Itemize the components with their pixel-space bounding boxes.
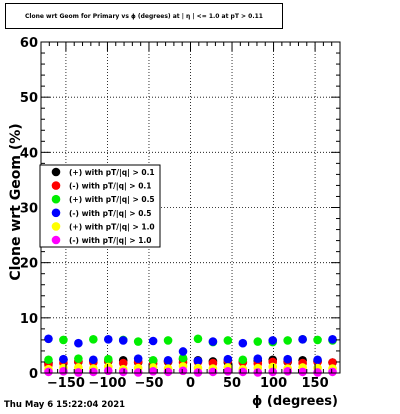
data-point	[223, 367, 233, 376]
axis-ticks	[40, 41, 341, 374]
legend-entry: (-) with pT/|q| > 0.1	[69, 182, 151, 192]
data-point	[328, 358, 337, 367]
legend-entry: (-) with pT/|q| > 0.5	[69, 209, 151, 219]
data-markers	[44, 334, 337, 377]
y-tick-label: 0	[29, 367, 38, 382]
data-point	[268, 367, 278, 377]
x-axis-label: ϕ (degrees)	[252, 394, 338, 409]
chart-title: Clone wrt Geom for Primary vs ϕ (degrees…	[25, 12, 263, 20]
data-point	[193, 356, 203, 366]
y-tick-label: 50	[20, 91, 38, 106]
data-point	[238, 338, 248, 348]
legend-entry: (+) with pT/|q| > 1.0	[69, 222, 155, 232]
data-point	[44, 367, 53, 377]
data-point	[89, 335, 98, 344]
data-point	[253, 354, 263, 363]
data-point	[103, 354, 113, 364]
data-point	[253, 337, 263, 346]
data-point	[74, 354, 83, 363]
data-point	[148, 336, 158, 346]
data-point	[178, 347, 188, 356]
data-point	[133, 354, 143, 363]
y-tick-label: 30	[20, 202, 38, 217]
tick-labels: −150 −100 −50 0 50 100 150 0 10 20 30 40 50 60	[20, 36, 329, 391]
data-point	[44, 355, 53, 365]
data-point	[178, 366, 188, 376]
data-point	[328, 367, 337, 377]
data-point	[74, 338, 83, 348]
data-point	[163, 356, 173, 365]
data-point	[89, 367, 98, 377]
data-point	[283, 336, 292, 345]
legend-marker	[51, 194, 61, 204]
x-tick-label: 100	[260, 376, 287, 391]
data-point	[208, 337, 218, 346]
legend-marker	[51, 181, 61, 190]
y-axis-label: Clone wrt Geom (%)	[8, 123, 24, 280]
timestamp-footer: Thu May 6 15:22:04 2021	[4, 400, 126, 410]
data-point	[118, 336, 128, 345]
x-tick-label: 0	[186, 376, 195, 391]
data-point	[148, 367, 158, 376]
legend-marker	[51, 208, 61, 218]
data-point	[193, 368, 203, 377]
data-point	[313, 355, 322, 365]
data-point	[223, 336, 233, 345]
data-point	[59, 367, 68, 376]
y-tick-label: 10	[20, 312, 38, 327]
data-point	[313, 335, 322, 345]
legend-entry: (-) with pT/|q| > 1.0	[69, 236, 151, 246]
title-box: Clone wrt Geom for Primary vs ϕ (degrees…	[5, 3, 283, 29]
data-point	[298, 367, 307, 377]
data-point	[118, 358, 128, 368]
data-point	[89, 355, 98, 365]
data-point	[193, 334, 203, 344]
legend-box	[39, 164, 161, 248]
legend-marker	[51, 222, 61, 231]
data-point	[298, 335, 307, 344]
y-tick-label: 60	[20, 36, 38, 51]
data-point	[268, 336, 278, 345]
legend-entry: (+) with pT/|q| > 0.5	[69, 195, 155, 205]
data-point	[103, 366, 113, 376]
data-point	[328, 335, 337, 344]
data-point	[238, 355, 248, 365]
y-tick-label: 20	[20, 257, 38, 272]
data-point	[103, 335, 113, 344]
data-point	[74, 368, 83, 377]
data-point	[283, 367, 292, 376]
data-point	[208, 367, 218, 377]
data-point	[163, 367, 173, 377]
x-tick-label: −50	[134, 376, 163, 391]
data-point	[59, 335, 68, 345]
data-point	[238, 367, 248, 377]
legend: (+) with pT/|q| > 0.1 (-) with pT/|q| > 0…	[39, 164, 161, 248]
data-point	[118, 367, 128, 377]
data-point	[59, 354, 68, 364]
x-tick-label: −100	[88, 376, 126, 391]
x-tick-label: 50	[223, 376, 241, 391]
data-point	[163, 336, 173, 345]
x-tick-label: 150	[302, 376, 329, 391]
legend-marker	[51, 167, 61, 177]
legend-marker	[51, 235, 61, 245]
data-point	[223, 354, 233, 364]
data-point	[178, 353, 188, 363]
data-point	[283, 354, 292, 364]
data-point	[253, 368, 263, 377]
data-point	[148, 356, 158, 365]
data-point	[133, 337, 143, 346]
legend-entry: (+) with pT/|q| > 0.1	[69, 168, 155, 178]
x-tick-label: −150	[47, 376, 85, 391]
y-tick-label: 40	[20, 146, 38, 161]
data-point	[44, 334, 53, 344]
